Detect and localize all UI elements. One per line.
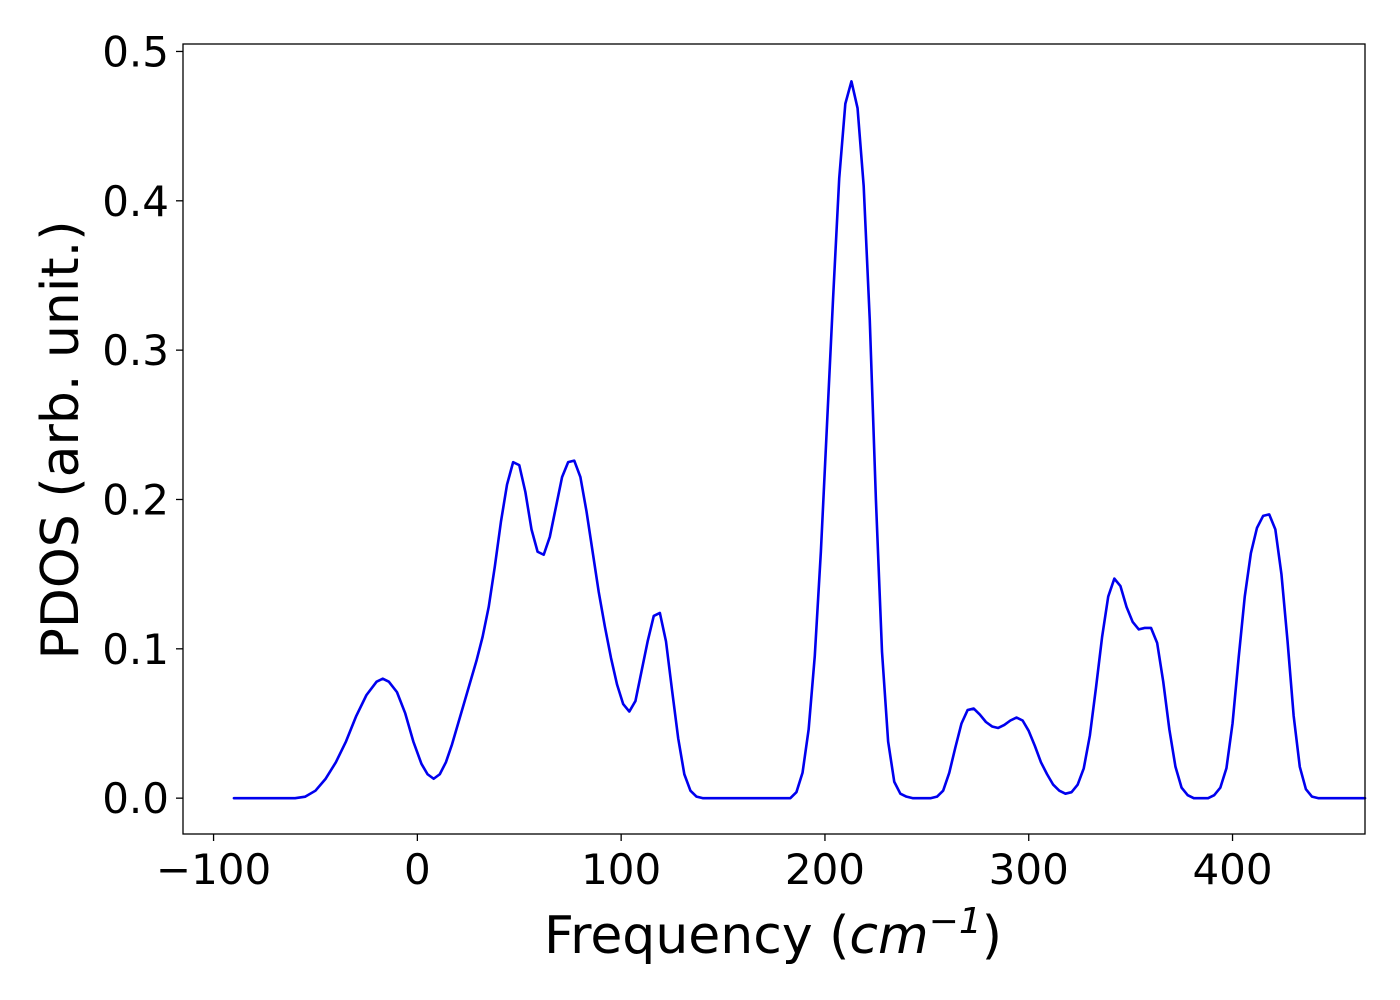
y-tick-label: 0.0 xyxy=(102,774,169,823)
x-axis-label-prefix: Frequency ( xyxy=(544,906,849,966)
pdos-series-line xyxy=(232,80,1367,800)
x-axis-label-exponent: −1 xyxy=(929,901,982,942)
x-axis-label: Frequency (cm−1) xyxy=(544,901,1002,966)
x-tick-label: 300 xyxy=(989,845,1069,894)
x-axis-ticks: −100 0 100 200 300 400 xyxy=(156,834,1273,894)
y-axis-label: PDOS (arb. unit.) xyxy=(31,220,91,659)
x-axis-label-suffix: ) xyxy=(982,906,1002,966)
x-tick-label: 400 xyxy=(1192,845,1272,894)
y-axis-ticks: 0.0 0.1 0.2 0.3 0.4 0.5 xyxy=(102,27,183,823)
x-axis-label-unit: cm xyxy=(849,906,928,966)
x-tick-label: 200 xyxy=(785,845,865,894)
x-tick-label: 100 xyxy=(581,845,661,894)
x-tick-label: 0 xyxy=(404,845,431,894)
y-tick-label: 0.4 xyxy=(102,177,169,226)
y-tick-label: 0.1 xyxy=(102,625,169,674)
axes-frame xyxy=(182,43,1366,835)
plot-area xyxy=(232,80,1367,800)
y-tick-label: 0.2 xyxy=(102,475,169,524)
y-tick-label: 0.3 xyxy=(102,326,169,375)
x-tick-label: −100 xyxy=(156,845,271,894)
y-tick-label: 0.5 xyxy=(102,27,169,76)
